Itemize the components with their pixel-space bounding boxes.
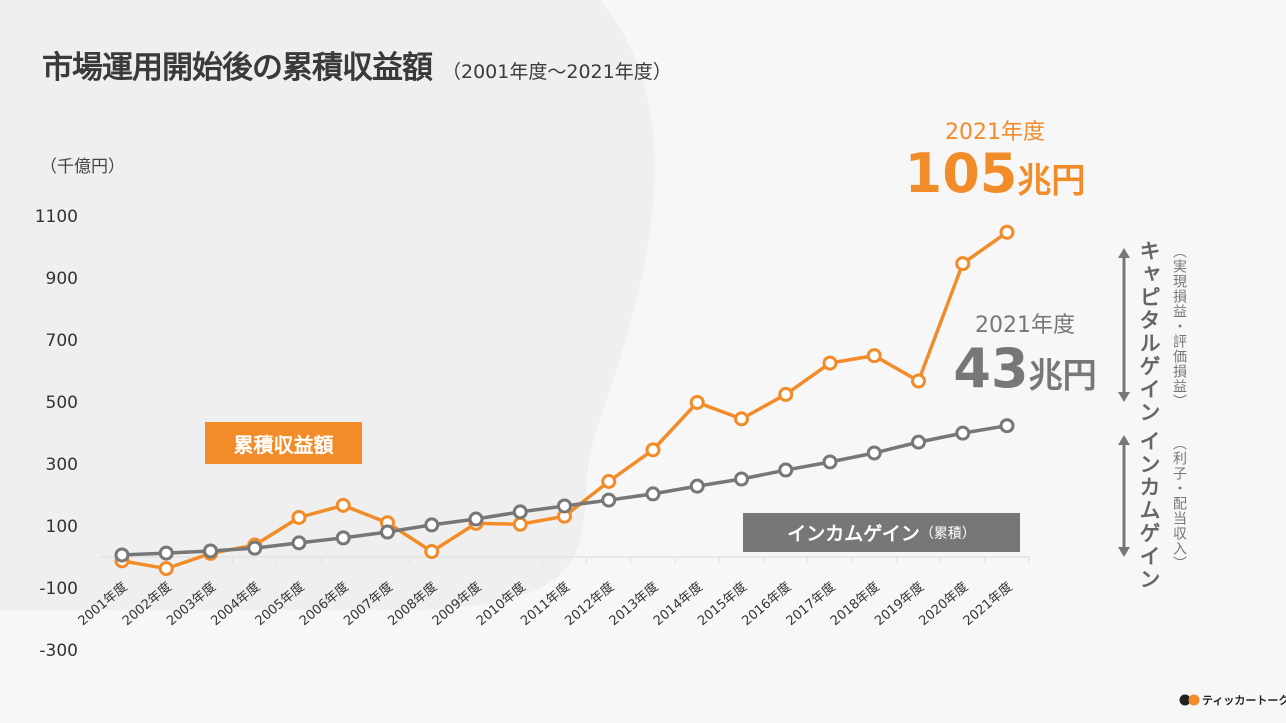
y-tick-label: 500 <box>45 393 78 413</box>
data-point <box>645 442 661 458</box>
value-unit: 兆円 <box>1028 356 1097 396</box>
income-gain-sublabel: （利子・配当収入） <box>1171 436 1187 571</box>
data-point <box>689 394 705 410</box>
data-point <box>424 517 440 533</box>
income-label-text: インカムゲイン <box>787 523 920 545</box>
data-point <box>291 509 307 525</box>
subtitle: （2001年度〜2021年度） <box>442 61 672 83</box>
data-point <box>734 411 749 427</box>
brand-name: ティッカートーク <box>1202 694 1286 707</box>
annotation-cumulative-value: 105兆円 <box>895 142 1095 205</box>
y-tick-label: -300 <box>39 641 78 661</box>
x-tick-label: 2021年度 <box>960 579 1016 629</box>
data-point <box>335 530 351 546</box>
data-point <box>468 511 484 527</box>
data-point <box>601 474 617 489</box>
data-point <box>734 471 749 487</box>
data-point <box>999 224 1015 240</box>
data-point <box>557 498 572 514</box>
income-gain-arrow <box>1118 435 1130 557</box>
data-point <box>601 492 617 508</box>
background-shape <box>0 0 655 610</box>
value-number: 105 <box>904 142 1018 205</box>
data-point <box>512 504 528 520</box>
data-point <box>955 425 971 441</box>
capital-gain-sublabel: （実現損益・評価損益） <box>1171 244 1187 409</box>
data-point <box>866 445 882 461</box>
title-text: 市場運用開始後の累積収益額 <box>42 50 433 86</box>
capital-gain-label: キャピタルゲイン <box>1137 240 1161 424</box>
value-number: 43 <box>953 337 1029 400</box>
annotation-income-value: 43兆円 <box>925 337 1125 400</box>
series-cumulative <box>114 224 1015 577</box>
y-tick-label: 1100 <box>34 207 78 227</box>
y-tick-label: -100 <box>39 579 78 599</box>
series-income <box>114 418 1015 563</box>
capital-gain-arrow <box>1118 248 1130 402</box>
data-point <box>645 486 661 502</box>
data-point <box>424 544 440 560</box>
data-point <box>158 545 174 561</box>
data-point <box>911 434 926 450</box>
data-point <box>512 516 528 532</box>
data-point <box>203 543 218 559</box>
brand-logo-icon <box>1179 694 1200 706</box>
data-point <box>778 386 794 402</box>
data-point <box>955 256 971 272</box>
y-tick-label: 300 <box>45 455 78 475</box>
data-point <box>866 348 882 364</box>
data-point <box>822 355 838 371</box>
data-point <box>291 535 307 551</box>
legend-cumulative-label: 累積収益額 <box>205 422 362 464</box>
data-point <box>911 373 926 389</box>
data-point <box>158 561 174 577</box>
y-tick-label: 100 <box>45 517 78 537</box>
data-point <box>822 454 838 470</box>
y-axis-unit: （千億円） <box>40 157 125 177</box>
data-point <box>778 462 794 478</box>
annotation-income-year: 2021年度 <box>975 313 1075 338</box>
data-point <box>247 540 263 556</box>
data-point <box>689 478 705 494</box>
data-point <box>999 418 1015 434</box>
y-tick-label: 900 <box>45 269 78 289</box>
y-tick-label: 700 <box>45 331 78 351</box>
income-gain-label: インカムゲイン <box>1137 430 1161 591</box>
data-point <box>114 547 130 563</box>
income-label-suffix: （累積） <box>919 525 976 542</box>
page-title: 市場運用開始後の累積収益額 （2001年度〜2021年度） <box>42 42 672 87</box>
data-point <box>380 524 395 540</box>
legend-income-label: インカムゲイン （累積） <box>743 513 1020 552</box>
value-unit: 兆円 <box>1017 161 1086 201</box>
annotation-cumulative-year: 2021年度 <box>945 120 1045 145</box>
data-point <box>335 497 351 513</box>
